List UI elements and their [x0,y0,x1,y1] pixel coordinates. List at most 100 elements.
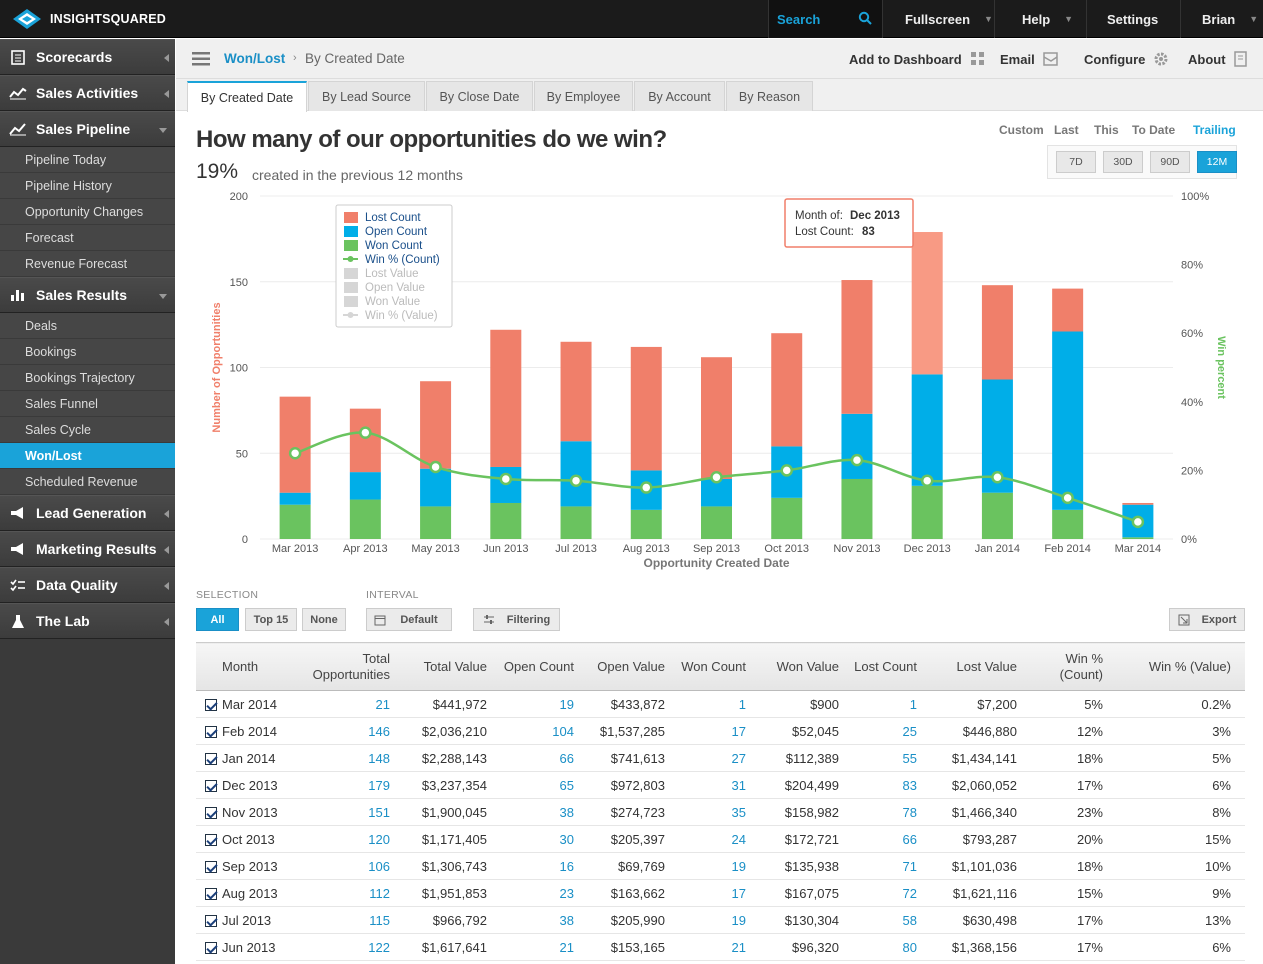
sidebar-item-forecast[interactable]: Forecast [0,225,175,251]
row-checkbox[interactable] [205,888,217,901]
legend-item[interactable]: Open Count [365,226,428,238]
period-7d-button[interactable]: 7D [1056,151,1096,173]
table-row[interactable]: Oct 2013 120 $1,171,405 30 $205,397 24 $172,72… [196,825,1245,853]
legend-item[interactable]: Win % (Count) [365,254,440,266]
bar-open-count[interactable] [420,468,452,507]
table-row[interactable]: Feb 2014 146 $2,036,210 104 $1,537,285 17 $52,… [196,717,1245,745]
table-cell[interactable]: 112 [312,879,404,907]
bar-won-count[interactable] [841,478,873,539]
table-cell[interactable]: 120 [312,825,404,853]
bar-won-count[interactable] [1122,537,1154,539]
select-top15-button[interactable]: Top 15 [245,608,297,631]
sidebar-item-bookings-trajectory[interactable]: Bookings Trajectory [0,365,175,391]
sidebar-item-bookings[interactable]: Bookings [0,339,175,365]
table-cell[interactable]: 151 [312,798,404,826]
column-header-lost-value[interactable]: Lost Value [931,642,1031,691]
sidebar-item-revenue-forecast[interactable]: Revenue Forecast [0,251,175,277]
column-header-total-value[interactable]: Total Value [404,642,501,691]
row-checkbox[interactable] [205,915,217,928]
win-pct-point[interactable] [780,464,793,477]
table-cell[interactable]: 78 [853,798,931,826]
win-pct-point[interactable] [288,447,302,460]
period-12m-button[interactable]: 12M [1197,151,1237,173]
column-header-won-count[interactable]: Won Count [679,642,760,691]
export-button[interactable]: Export [1169,608,1245,631]
bar-open-count[interactable] [1052,331,1084,510]
table-cell[interactable]: 80 [853,933,931,961]
table-row[interactable]: Aug 2013 112 $1,951,853 23 $163,662 17 $167,07… [196,879,1245,907]
table-cell[interactable]: 17 [679,879,760,907]
row-checkbox[interactable] [205,807,217,820]
win-pct-point[interactable] [640,481,653,494]
bar-lost-count[interactable] [420,381,452,469]
sidebar-section-data-quality[interactable]: Data Quality [0,567,175,603]
table-cell[interactable]: 72 [853,879,931,907]
row-checkbox[interactable] [205,753,217,766]
sidebar-item-sales-funnel[interactable]: Sales Funnel [0,391,175,417]
sidebar-section-marketing-results[interactable]: Marketing Results [0,531,175,567]
table-cell[interactable]: 31 [679,771,760,799]
range-this[interactable]: This [1094,123,1119,137]
sidebar-item-won-lost[interactable]: Won/Lost [0,443,175,469]
sidebar-item-pipeline-history[interactable]: Pipeline History [0,173,175,199]
table-row[interactable]: Nov 2013 151 $1,900,045 38 $274,723 35 $158,98… [196,798,1245,826]
row-checkbox[interactable] [205,726,217,739]
win-pct-point[interactable] [569,474,583,487]
win-pct-point[interactable] [1061,491,1074,505]
period-90d-button[interactable]: 90D [1150,151,1190,173]
legend-item[interactable]: Open Value [365,282,425,294]
table-cell[interactable]: 21 [501,933,588,961]
win-pct-point[interactable] [920,474,934,487]
sidebar-item-deals[interactable]: Deals [0,313,175,339]
add-to-dashboard-button[interactable]: Add to Dashboard [849,51,986,67]
win-pct-point[interactable] [710,471,723,484]
bar-open-count[interactable] [560,441,592,507]
brand-logo[interactable]: INSIGHTSQUARED [12,7,166,31]
legend-item[interactable]: Lost Value [365,268,419,280]
sidebar-item-pipeline-today[interactable]: Pipeline Today [0,147,175,173]
bar-won-count[interactable] [279,504,311,539]
tab-by-created-date[interactable]: By Created Date [187,81,307,112]
select-all-button[interactable]: All [196,608,239,631]
configure-button[interactable]: Configure [1084,51,1169,67]
table-cell[interactable]: 17 [679,717,760,745]
breadcrumb-won-lost[interactable]: Won/Lost [224,51,286,66]
bar-open-count[interactable] [701,478,732,507]
win-pct-point[interactable] [991,471,1004,484]
column-header-total-opportunities[interactable]: Total Opportunities [312,642,404,691]
table-row[interactable]: Dec 2013 179 $3,237,354 65 $972,803 31 $204,49… [196,771,1245,799]
table-cell[interactable]: 23 [501,879,588,907]
tab-by-reason[interactable]: By Reason [726,81,813,111]
win-pct-point[interactable] [850,453,864,467]
table-cell[interactable]: 122 [312,933,404,961]
column-header-month[interactable]: Month [222,642,312,691]
legend-item[interactable]: Lost Count [365,212,421,224]
period-30d-button[interactable]: 30D [1103,151,1143,173]
table-cell[interactable]: 83 [853,771,931,799]
bar-won-count[interactable] [771,497,803,539]
bar-open-count[interactable] [279,492,311,505]
bar-lost-count[interactable] [279,396,311,493]
about-button[interactable]: About [1188,51,1248,67]
bar-won-count[interactable] [701,506,732,539]
table-cell[interactable]: 106 [312,852,404,880]
help-menu[interactable]: Help ▼ [994,0,1086,38]
column-header-lost-count[interactable]: Lost Count [853,642,931,691]
row-checkbox[interactable] [205,861,217,874]
table-row[interactable]: Jan 2014 148 $2,288,143 66 $741,613 27 $112,38… [196,744,1245,772]
column-header-open-value[interactable]: Open Value [588,642,679,691]
table-row[interactable]: Jun 2013 122 $1,617,641 21 $153,165 21 $96,320… [196,933,1245,961]
fullscreen-menu[interactable]: Fullscreen ▼ [882,0,994,38]
table-cell[interactable]: 25 [853,717,931,745]
user-menu[interactable]: Brian ▼ [1180,0,1263,38]
sidebar-item-scheduled-revenue[interactable]: Scheduled Revenue [0,469,175,495]
table-cell[interactable]: 65 [501,771,588,799]
table-cell[interactable]: 1 [679,690,760,718]
legend-item[interactable]: Won Value [365,296,420,308]
column-header-won-value[interactable]: Won Value [760,642,853,691]
bar-lost-count[interactable] [1122,502,1154,505]
bar-won-count[interactable] [981,492,1013,539]
column-header-open-count[interactable]: Open Count [501,642,588,691]
table-cell[interactable]: 66 [853,825,931,853]
table-cell[interactable]: 19 [679,852,760,880]
